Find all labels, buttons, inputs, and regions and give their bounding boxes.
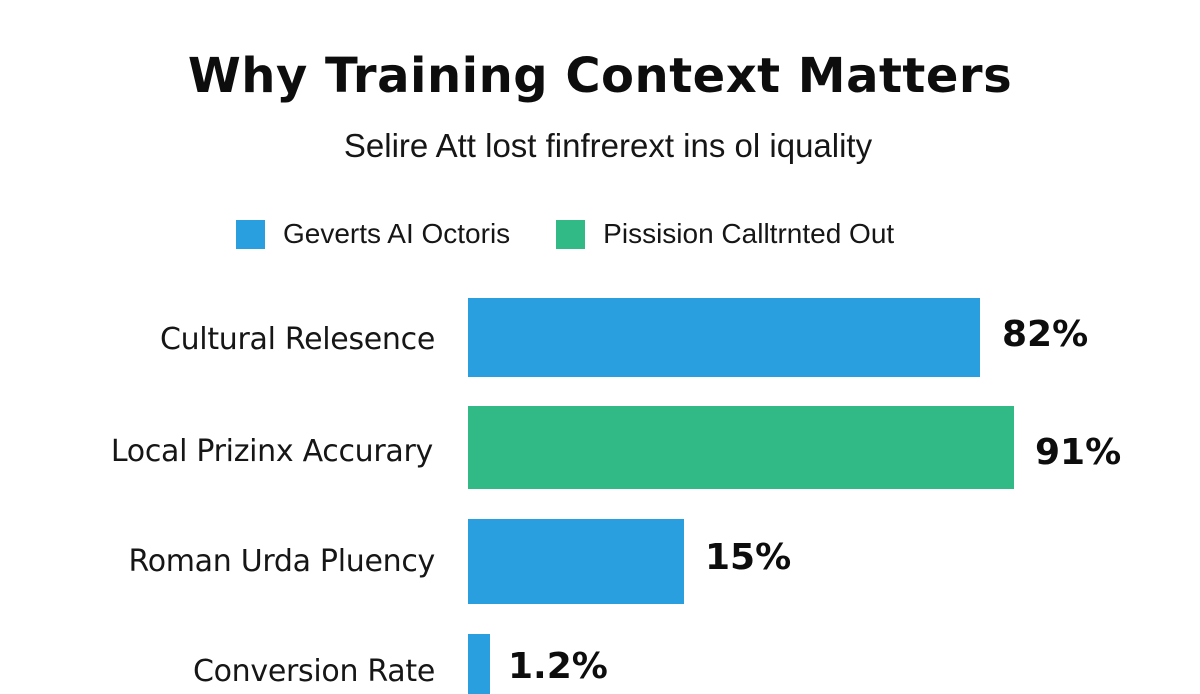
chart-legend: Geverts AI Octoris Pissision Calltrnted …: [236, 214, 894, 254]
bar: [468, 634, 490, 694]
legend-label: Geverts AI Octoris: [283, 218, 511, 249]
bar-value-label: 15%: [705, 537, 792, 578]
category-label: Conversion Rate: [192, 654, 435, 689]
bar-value-label: 82%: [1002, 314, 1089, 355]
chart-title: Why Training Context Matters: [187, 48, 1013, 104]
legend-swatch-blue-icon: [236, 219, 265, 249]
bar: [468, 519, 684, 604]
legend-swatch-green-icon: [556, 219, 586, 249]
bar-row: Local Prizinx Accurary 91%: [0, 406, 1200, 489]
category-label: Cultural Relesence: [159, 322, 435, 357]
bar-row: Conversion Rate 1.2%: [0, 634, 1200, 694]
bar-value-label: 1.2%: [508, 646, 608, 687]
legend-item-green: Pissision Calltrnted Out: [556, 218, 894, 250]
category-label: Local Prizinx Accurary: [110, 434, 433, 469]
bar: [468, 298, 980, 377]
bar-row: Cultural Relesence 82%: [0, 298, 1200, 377]
chart-subtitle: Selire Att lost finfrerext ins ol iquali…: [343, 127, 873, 164]
legend-label: Pissision Calltrnted Out: [603, 218, 895, 249]
legend-item-blue: Geverts AI Octoris: [236, 218, 510, 250]
category-label: Roman Urda Pluency: [128, 544, 436, 579]
bar: [468, 406, 1014, 489]
bar-value-label: 91%: [1035, 432, 1122, 473]
bar-row: Roman Urda Pluency 15%: [0, 519, 1200, 604]
